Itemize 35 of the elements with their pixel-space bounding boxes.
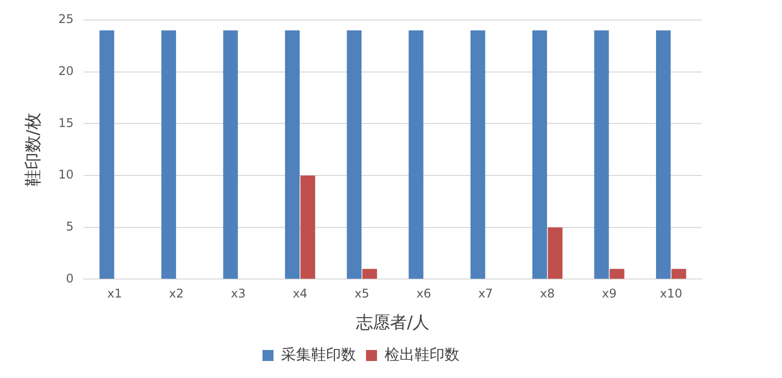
- bar: [100, 30, 114, 279]
- x-tick-label: x2: [169, 286, 184, 301]
- x-tick-label: x8: [540, 286, 555, 301]
- x-tick-label: x6: [416, 286, 432, 301]
- x-tick-label: x1: [107, 286, 122, 301]
- bar: [610, 268, 624, 279]
- bar: [671, 268, 686, 279]
- legend-label: 检出鞋印数: [384, 345, 460, 364]
- x-tick-label: x7: [478, 286, 493, 301]
- x-tick-label: x10: [660, 286, 682, 301]
- y-tick-label: 15: [58, 116, 74, 130]
- bar: [285, 30, 300, 279]
- x-tick-label: x3: [230, 286, 246, 301]
- x-tick-label: x5: [354, 286, 370, 301]
- bar: [408, 30, 424, 279]
- bar: [594, 30, 609, 279]
- bar: [346, 30, 362, 279]
- y-tick-label: 5: [66, 219, 74, 234]
- bar: [300, 176, 316, 279]
- bar: [362, 268, 377, 279]
- x-axis-title: 志愿者/人: [356, 313, 430, 334]
- y-tick-label: 10: [58, 168, 74, 182]
- y-axis-title: 鞋印数/枚: [24, 112, 44, 186]
- bar: [532, 30, 548, 279]
- legend-label: 采集鞋印数: [281, 345, 356, 364]
- y-tick-label: 0: [66, 271, 74, 286]
- bar: [470, 30, 486, 279]
- bar: [548, 227, 562, 279]
- y-tick-label: 25: [58, 12, 74, 26]
- x-tick-label: x9: [602, 286, 617, 301]
- x-tick-label: x4: [292, 286, 308, 301]
- bar: [656, 30, 671, 279]
- bar: [161, 30, 176, 279]
- bar: [223, 30, 238, 279]
- y-tick-label: 20: [58, 64, 74, 78]
